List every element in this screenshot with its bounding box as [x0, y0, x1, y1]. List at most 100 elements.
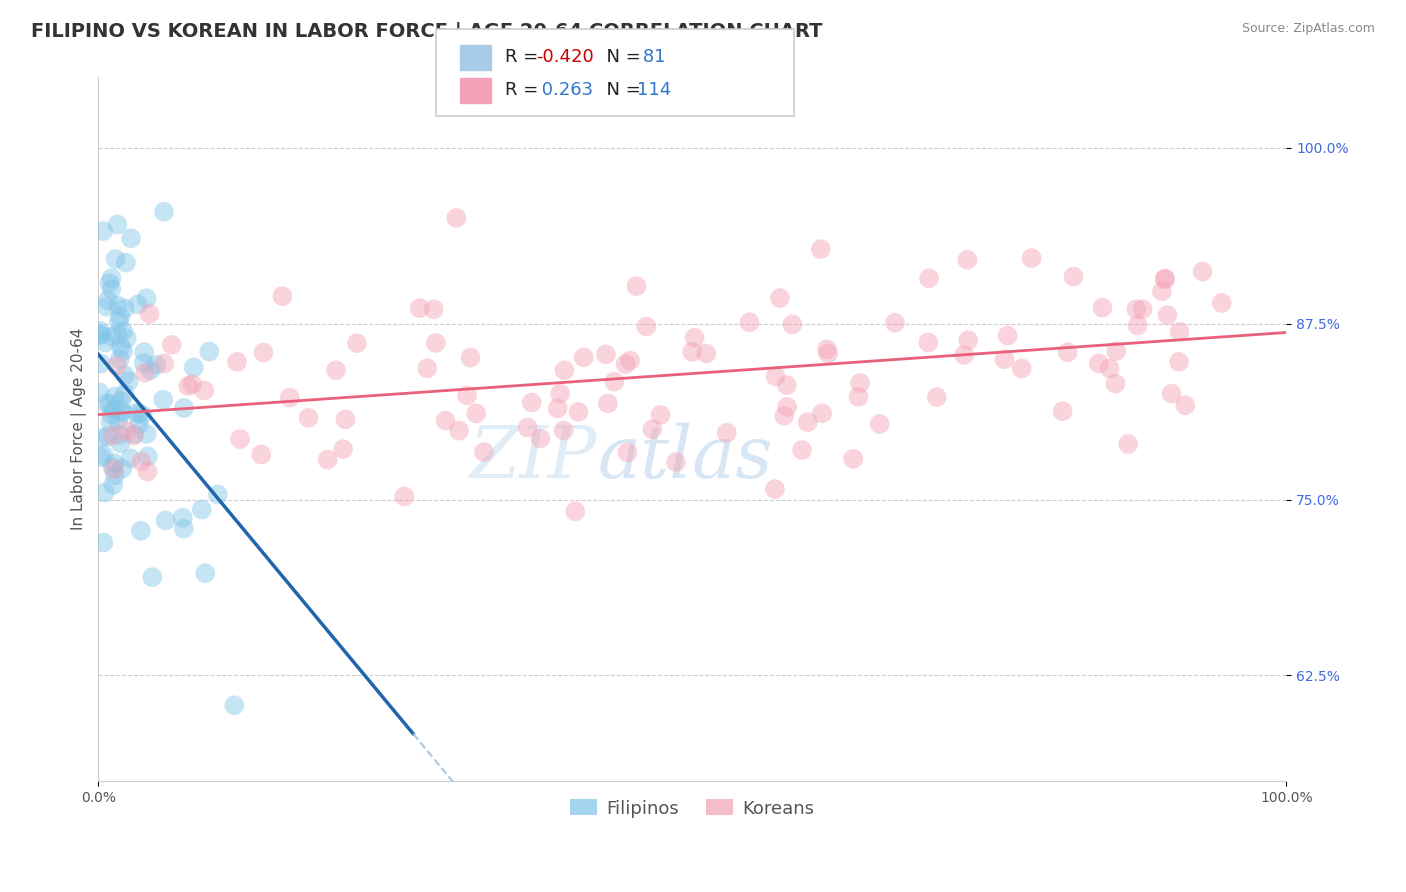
Point: [138, 307, 160, 321]
Point: [90, 328, 112, 343]
Point: [107, 413, 129, 427]
Point: [616, 445, 638, 459]
Point: [191, 502, 214, 516]
Point: [1174, 398, 1197, 412]
Point: [141, 570, 163, 584]
Point: [425, 335, 447, 350]
Point: [957, 334, 980, 348]
Point: [97, 429, 120, 443]
Point: [153, 204, 176, 219]
Point: [111, 404, 134, 418]
Point: [120, 451, 142, 466]
Point: [596, 396, 619, 410]
Point: [105, 327, 128, 342]
Text: N =: N =: [595, 81, 647, 99]
Point: [619, 353, 641, 368]
Point: [465, 406, 488, 420]
Point: [416, 361, 439, 376]
Point: [665, 455, 688, 469]
Point: [1153, 272, 1175, 286]
Point: [100, 282, 122, 296]
Point: [104, 468, 127, 483]
Point: [769, 291, 792, 305]
Point: [572, 351, 595, 365]
Point: [173, 522, 195, 536]
Text: 0.263: 0.263: [536, 81, 593, 99]
Point: [332, 442, 354, 457]
Point: [567, 405, 589, 419]
Point: [1132, 302, 1154, 317]
Point: [90, 450, 112, 465]
Text: ZIP: ZIP: [470, 422, 598, 492]
Point: [460, 351, 482, 365]
Point: [278, 391, 301, 405]
Point: [409, 301, 432, 315]
Point: [614, 357, 637, 371]
Point: [110, 339, 132, 353]
Point: [695, 346, 717, 360]
Point: [115, 424, 138, 438]
Point: [848, 390, 870, 404]
Point: [1168, 325, 1191, 339]
Text: -0.420: -0.420: [536, 48, 593, 66]
Point: [104, 252, 127, 266]
Point: [297, 410, 319, 425]
Point: [716, 425, 738, 440]
Point: [1191, 264, 1213, 278]
Point: [226, 355, 249, 369]
Point: [103, 477, 125, 491]
Point: [112, 324, 135, 338]
Point: [553, 363, 575, 377]
Point: [1126, 318, 1149, 333]
Point: [97, 293, 120, 308]
Point: [115, 331, 138, 345]
Point: [136, 465, 159, 479]
Point: [1062, 269, 1084, 284]
Point: [1168, 355, 1191, 369]
Point: [139, 363, 162, 377]
Point: [122, 428, 145, 442]
Point: [134, 345, 156, 359]
Point: [132, 356, 155, 370]
Point: [108, 428, 131, 442]
Point: [172, 510, 194, 524]
Point: [446, 211, 468, 225]
Point: [1021, 251, 1043, 265]
Point: [1154, 271, 1177, 285]
Point: [849, 376, 872, 390]
Point: [93, 448, 115, 462]
Point: [917, 335, 939, 350]
Point: [129, 524, 152, 538]
Point: [104, 390, 127, 404]
Point: [100, 407, 122, 421]
Point: [650, 408, 672, 422]
Point: [94, 335, 117, 350]
Point: [472, 445, 495, 459]
Text: 114: 114: [637, 81, 671, 99]
Point: [135, 291, 157, 305]
Point: [122, 426, 145, 441]
Text: atlas: atlas: [598, 422, 773, 492]
Text: R =: R =: [505, 48, 544, 66]
Point: [422, 302, 444, 317]
Point: [683, 331, 706, 345]
Point: [553, 424, 575, 438]
Point: [98, 397, 121, 411]
Point: [925, 390, 948, 404]
Point: [447, 424, 470, 438]
Point: [98, 276, 121, 290]
Point: [114, 387, 136, 401]
Point: [131, 408, 153, 422]
Point: [776, 378, 799, 392]
Point: [105, 359, 128, 373]
Point: [564, 504, 586, 518]
Point: [456, 388, 478, 402]
Point: [1091, 301, 1114, 315]
Point: [125, 406, 148, 420]
Point: [177, 379, 200, 393]
Point: [956, 252, 979, 267]
Point: [94, 485, 117, 500]
Point: [1098, 361, 1121, 376]
Point: [1150, 285, 1173, 299]
Point: [115, 255, 138, 269]
